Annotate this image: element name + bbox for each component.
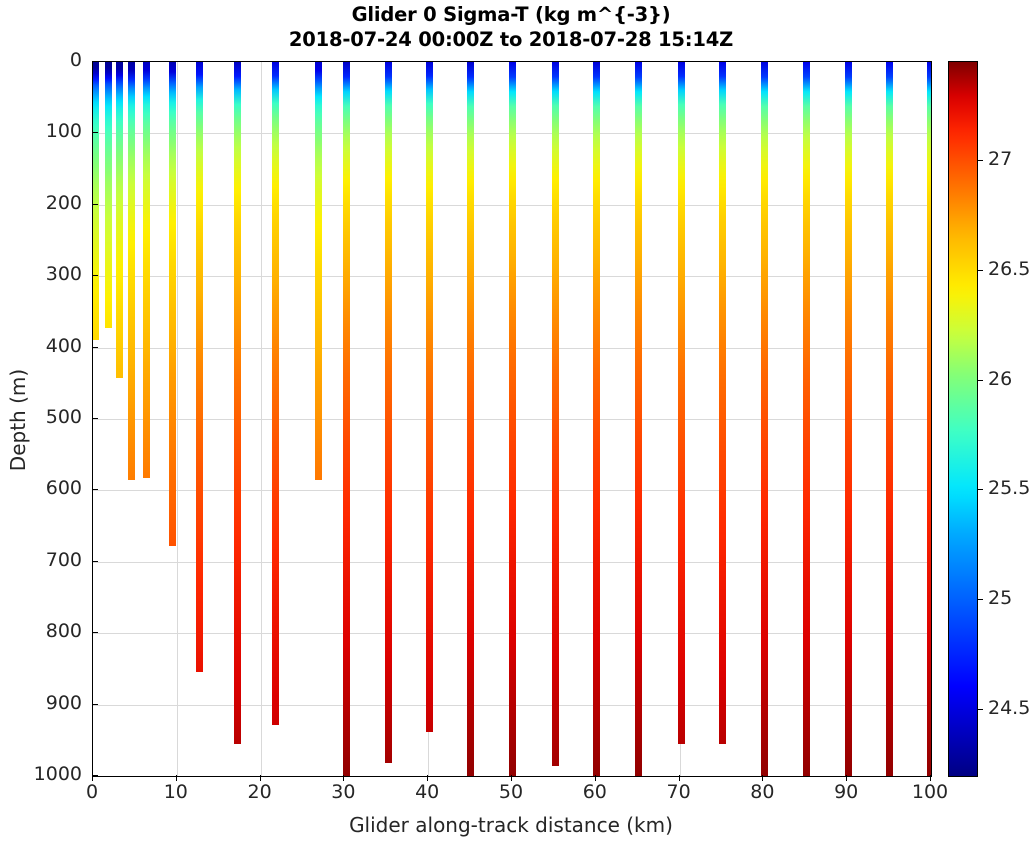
y-axis-tick-label: 1000 bbox=[33, 763, 82, 785]
y-axis-tick bbox=[92, 703, 98, 705]
x-axis-tick-label: 20 bbox=[247, 781, 272, 803]
profile-column bbox=[926, 62, 931, 776]
colorbar-tick bbox=[977, 379, 983, 381]
y-axis-tick bbox=[92, 61, 98, 62]
colorbar-tick-label: 25.5 bbox=[988, 477, 1031, 500]
x-axis-tick-label: 0 bbox=[85, 781, 99, 803]
profile-column bbox=[508, 62, 516, 776]
profile-column bbox=[128, 62, 136, 480]
x-axis-tick bbox=[511, 775, 512, 781]
chart-title-line1: Glider 0 Sigma-T (kg m^{-3}) bbox=[351, 3, 671, 26]
colorbar-tick-label: 25 bbox=[988, 587, 1013, 610]
colorbar-tick bbox=[977, 159, 983, 161]
colorbar-tick bbox=[977, 599, 983, 601]
y-axis-tick-label: 500 bbox=[45, 406, 82, 428]
x-axis-tick bbox=[427, 775, 429, 781]
profile-column bbox=[169, 62, 177, 547]
colorbar-tick-label: 27 bbox=[988, 147, 1013, 170]
profile-column bbox=[718, 62, 726, 744]
y-axis-tick bbox=[92, 203, 98, 205]
y-axis-tick bbox=[92, 632, 98, 634]
x-axis-tick-label: 10 bbox=[163, 781, 188, 803]
x-axis-tick bbox=[930, 775, 931, 781]
colorbar bbox=[948, 61, 978, 777]
x-axis-tick-label: 30 bbox=[331, 781, 356, 803]
x-axis-tick bbox=[594, 775, 596, 781]
x-axis-tick-label: 40 bbox=[415, 781, 440, 803]
x-axis-tick bbox=[175, 775, 177, 781]
colorbar-tick bbox=[977, 709, 983, 711]
x-axis-tick bbox=[259, 775, 261, 781]
profile-column bbox=[104, 62, 112, 329]
plot-area bbox=[92, 61, 932, 777]
x-axis-tick-label: 90 bbox=[834, 781, 859, 803]
x-axis-tick bbox=[343, 775, 345, 781]
profile-column bbox=[803, 62, 811, 776]
profile-column bbox=[845, 62, 853, 776]
profile-column bbox=[116, 62, 124, 379]
x-axis-tick bbox=[678, 775, 680, 781]
y-axis-tick-label: 800 bbox=[45, 620, 82, 643]
x-axis-label: Glider along-track distance (km) bbox=[349, 813, 673, 837]
profile-column bbox=[195, 62, 203, 673]
chart-title-subtitle: 2018-07-24 00:00Z to 2018-07-28 15:14Z bbox=[288, 28, 734, 51]
profile-column bbox=[426, 62, 434, 732]
y-axis-tick-label: 400 bbox=[45, 334, 82, 357]
profile-column bbox=[593, 62, 601, 776]
y-axis-tick bbox=[92, 560, 98, 562]
x-axis-tick bbox=[92, 775, 93, 781]
y-axis-label: Depth (m) bbox=[6, 368, 30, 472]
x-axis-tick-label: 50 bbox=[498, 781, 524, 803]
y-axis-tick-label: 200 bbox=[45, 191, 82, 214]
profile-column bbox=[635, 62, 643, 776]
profile-column bbox=[314, 62, 322, 480]
y-axis-tick bbox=[92, 775, 98, 776]
x-axis-tick-label: 70 bbox=[666, 781, 691, 803]
profile-column bbox=[272, 62, 280, 725]
colorbar-tick-label: 26 bbox=[988, 367, 1013, 390]
y-axis-tick bbox=[92, 346, 98, 348]
y-axis-tick-label: 300 bbox=[45, 263, 82, 286]
profile-column bbox=[143, 62, 151, 478]
y-axis-tick-label: 100 bbox=[45, 120, 82, 143]
y-axis-tick-label: 600 bbox=[45, 477, 82, 500]
y-axis-tick bbox=[92, 489, 98, 491]
x-axis-tick bbox=[846, 775, 848, 781]
profile-column bbox=[886, 62, 894, 776]
y-axis-tick-label: 700 bbox=[45, 548, 82, 571]
profile-column bbox=[385, 62, 393, 764]
colorbar-tick bbox=[977, 269, 983, 271]
profile-column bbox=[233, 62, 241, 744]
profile-column bbox=[93, 62, 99, 341]
x-axis-tick-label: 80 bbox=[750, 781, 775, 803]
y-axis-tick-label: 900 bbox=[45, 691, 82, 714]
colorbar-tick-label: 24.5 bbox=[988, 697, 1031, 720]
colorbar-tick-label: 26.5 bbox=[988, 257, 1031, 280]
profile-column bbox=[467, 62, 475, 776]
profile-column bbox=[552, 62, 560, 766]
y-axis-tick bbox=[92, 275, 98, 277]
colorbar-tick bbox=[977, 489, 983, 491]
profile-column bbox=[760, 62, 768, 776]
y-axis-tick bbox=[92, 132, 98, 134]
x-axis-tick bbox=[762, 775, 764, 781]
profile-column bbox=[342, 62, 350, 776]
y-axis-tick bbox=[92, 418, 98, 419]
x-axis-tick-label: 100 bbox=[911, 781, 949, 803]
colorbar-gradient bbox=[949, 62, 977, 776]
y-axis-tick-label: 0 bbox=[69, 49, 82, 71]
profile-column bbox=[677, 62, 685, 744]
x-axis-tick-label: 60 bbox=[582, 781, 607, 803]
chart-title: Glider 0 Sigma-T (kg m^{-3}) 2018-07-24 … bbox=[92, 2, 930, 52]
